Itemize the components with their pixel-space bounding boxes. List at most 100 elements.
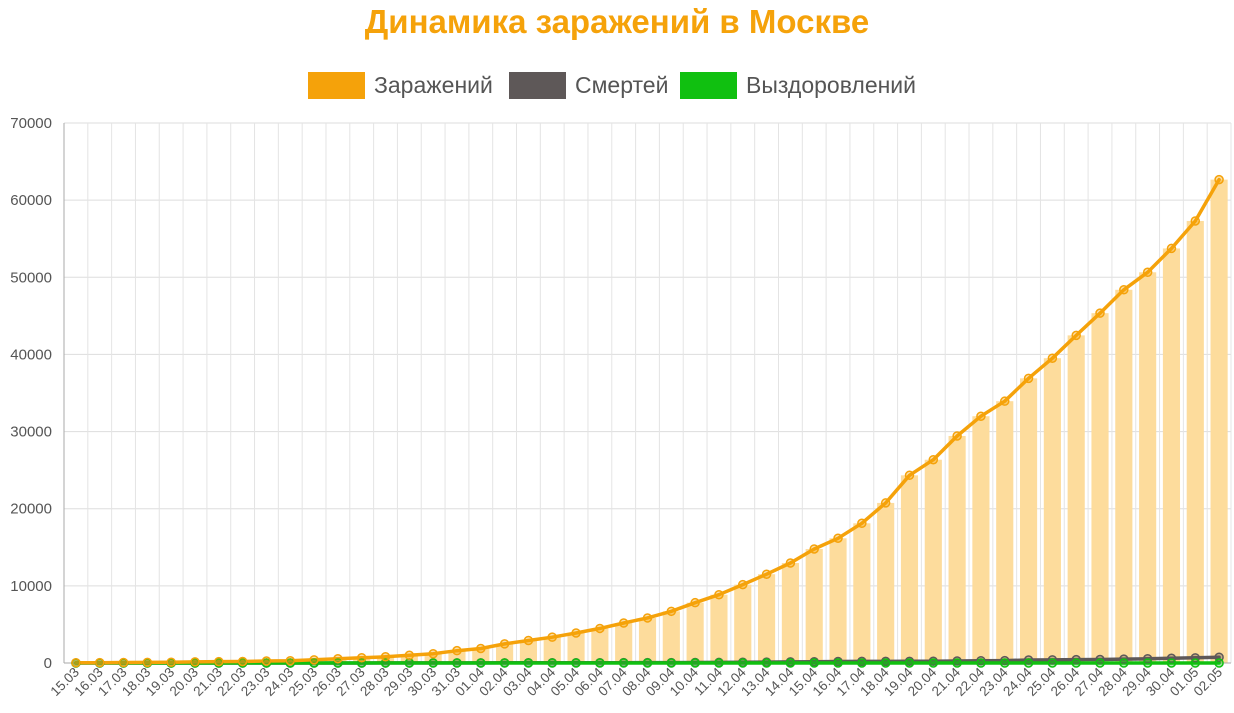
point-recovered bbox=[928, 658, 939, 668]
point-cases bbox=[976, 411, 986, 421]
point-recovered bbox=[476, 658, 486, 668]
bar-cases bbox=[519, 640, 537, 663]
point-cases bbox=[547, 632, 557, 642]
point-cases bbox=[380, 652, 391, 662]
point-cases bbox=[142, 657, 153, 668]
bar-cases bbox=[638, 617, 657, 663]
point-recovered bbox=[1119, 658, 1129, 668]
point-deaths bbox=[1047, 655, 1058, 665]
point-recovered bbox=[690, 658, 700, 668]
point-recovered bbox=[1023, 658, 1034, 668]
point-cases bbox=[738, 579, 748, 590]
point-recovered bbox=[809, 658, 819, 668]
bar-cases bbox=[591, 628, 609, 663]
y-tick-label: 50000 bbox=[10, 269, 52, 286]
point-cases bbox=[499, 639, 510, 649]
point-recovered bbox=[785, 658, 796, 668]
point-recovered bbox=[1190, 658, 1201, 668]
point-cases bbox=[261, 656, 272, 666]
point-cases bbox=[356, 653, 367, 663]
point-cases bbox=[1166, 243, 1177, 254]
bar-cases bbox=[662, 611, 680, 663]
legend-label: Смертей bbox=[575, 72, 668, 98]
point-cases bbox=[190, 657, 200, 667]
bar-cases bbox=[353, 657, 371, 663]
bar-cases bbox=[996, 401, 1014, 663]
point-recovered bbox=[642, 658, 653, 668]
y-tick-label: 30000 bbox=[10, 424, 52, 441]
bar-cases bbox=[829, 538, 847, 663]
point-recovered bbox=[761, 658, 772, 668]
point-recovered bbox=[904, 658, 915, 668]
bar-cases bbox=[1210, 179, 1228, 663]
legend-label: Выздоровлений bbox=[746, 72, 916, 98]
point-cases bbox=[71, 657, 81, 668]
point-cases bbox=[166, 657, 176, 667]
bar-cases bbox=[710, 594, 728, 663]
point-cases bbox=[118, 657, 129, 668]
point-cases bbox=[880, 498, 891, 508]
point-cases bbox=[809, 544, 819, 554]
x-axis-ticks: 15.0316.0317.0318.0319.0320.0321.0322.03… bbox=[48, 664, 1226, 699]
point-cases bbox=[452, 645, 462, 656]
bar-cases bbox=[1067, 335, 1085, 663]
y-tick-label: 0 bbox=[44, 655, 52, 672]
bar-cases bbox=[972, 416, 990, 663]
point-recovered bbox=[618, 658, 629, 668]
y-tick-label: 40000 bbox=[10, 346, 52, 363]
y-axis-ticks: 0 10000 20000 30000 40000 50000 60000 70000 bbox=[10, 115, 52, 672]
point-cases bbox=[1023, 373, 1034, 384]
point-cases bbox=[761, 569, 772, 579]
point-cases bbox=[404, 650, 415, 661]
point-recovered bbox=[1214, 658, 1224, 668]
bar-cases bbox=[376, 656, 395, 663]
chart-bars bbox=[67, 179, 1228, 664]
point-cases bbox=[618, 618, 629, 628]
point-recovered bbox=[523, 658, 534, 668]
line-cases bbox=[74, 177, 1221, 665]
point-cases bbox=[1047, 353, 1058, 363]
point-cases bbox=[237, 656, 248, 667]
point-cases bbox=[1095, 308, 1105, 318]
point-deaths bbox=[1023, 655, 1034, 665]
point-recovered bbox=[833, 658, 843, 668]
point-cases bbox=[571, 628, 581, 638]
bar-cases bbox=[1043, 358, 1061, 663]
bar-cases bbox=[948, 435, 966, 663]
point-recovered bbox=[595, 658, 605, 668]
point-cases bbox=[595, 623, 605, 634]
point-cases bbox=[666, 606, 677, 617]
bar-cases bbox=[1091, 313, 1109, 663]
point-cases bbox=[476, 643, 486, 654]
bar-cases bbox=[1186, 220, 1204, 663]
bar-cases bbox=[805, 548, 823, 663]
bar-cases bbox=[781, 563, 799, 663]
bar-cases bbox=[329, 658, 347, 663]
point-recovered bbox=[571, 658, 581, 668]
point-cases bbox=[999, 396, 1010, 406]
bar-cases bbox=[758, 574, 776, 663]
point-cases bbox=[1142, 267, 1153, 278]
point-cases bbox=[642, 613, 653, 623]
point-recovered bbox=[499, 658, 510, 668]
chart-title: Динамика заражений в Москве bbox=[364, 3, 870, 40]
point-cases bbox=[309, 655, 319, 665]
point-cases bbox=[857, 518, 867, 529]
bar-cases bbox=[1139, 272, 1157, 663]
point-cases bbox=[714, 589, 724, 600]
point-recovered bbox=[857, 658, 867, 668]
point-recovered bbox=[714, 658, 724, 668]
point-cases bbox=[285, 656, 296, 666]
point-recovered bbox=[1166, 658, 1177, 668]
point-cases bbox=[785, 558, 796, 568]
legend-swatch bbox=[680, 72, 737, 99]
bar-cases bbox=[543, 637, 561, 663]
bar-cases bbox=[1162, 248, 1181, 664]
bar-cases bbox=[496, 643, 514, 663]
point-cases bbox=[904, 470, 915, 481]
y-tick-label: 60000 bbox=[10, 192, 52, 209]
legend-swatch bbox=[308, 72, 365, 99]
point-cases bbox=[214, 656, 224, 667]
bar-cases bbox=[686, 602, 704, 663]
point-recovered bbox=[999, 658, 1010, 668]
